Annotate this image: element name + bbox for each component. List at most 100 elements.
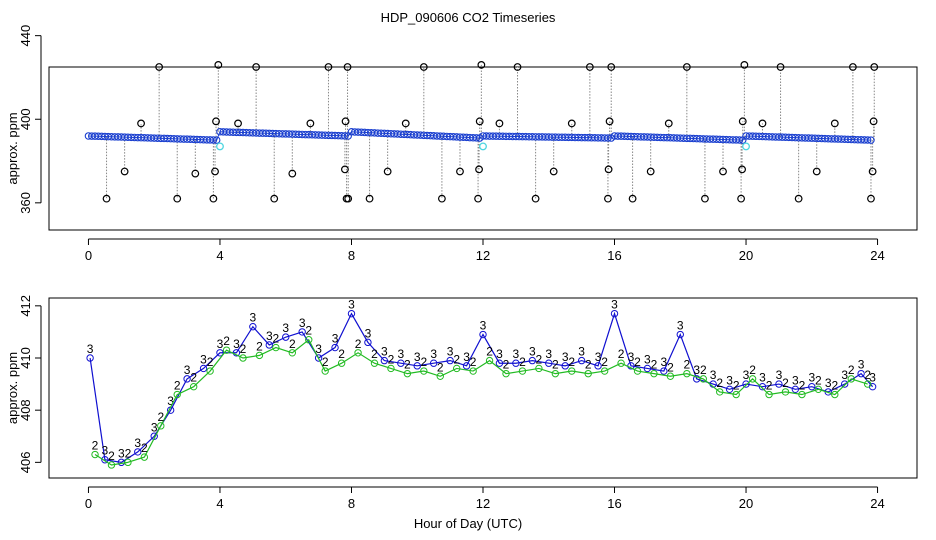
outlier-point bbox=[214, 61, 223, 69]
series-line-3 bbox=[89, 311, 874, 463]
point-label: 2 bbox=[815, 373, 822, 387]
point-label: 3 bbox=[102, 444, 109, 458]
data-point bbox=[91, 450, 99, 459]
point-label: 3 bbox=[315, 342, 322, 356]
y-tick-label: 410 bbox=[18, 347, 33, 369]
point-label: 3 bbox=[299, 316, 306, 330]
data-point bbox=[545, 359, 553, 367]
point-label: 2 bbox=[519, 355, 526, 369]
point-label: 2 bbox=[831, 379, 838, 393]
plot-frame bbox=[48, 66, 918, 231]
data-point bbox=[683, 369, 691, 378]
point-label: 2 bbox=[174, 379, 181, 393]
top-panel: 0 4 8 12 16 20 24 360 400 440 approx. ppm bbox=[5, 25, 918, 263]
point-label: 3 bbox=[644, 352, 651, 366]
y-tick-label: 406 bbox=[18, 451, 33, 473]
x-tick-label: 0 bbox=[85, 248, 92, 263]
point-label: 3 bbox=[167, 394, 174, 408]
data-point bbox=[239, 354, 247, 362]
data-point bbox=[305, 336, 313, 344]
outlier-point bbox=[212, 117, 220, 126]
point-label: 2 bbox=[601, 355, 608, 369]
data-point bbox=[863, 136, 872, 144]
data-point bbox=[518, 367, 527, 375]
data-point bbox=[387, 364, 395, 373]
outlier-point bbox=[344, 194, 353, 203]
point-label: 2 bbox=[371, 347, 378, 361]
x-tick-label: 20 bbox=[739, 496, 753, 511]
point-label: 3 bbox=[759, 371, 766, 385]
outlier-point bbox=[870, 63, 879, 71]
outlier-point bbox=[794, 194, 803, 203]
data-point bbox=[867, 136, 875, 144]
outlier-point bbox=[191, 169, 200, 178]
outlier-point bbox=[830, 119, 839, 128]
data-point bbox=[101, 456, 109, 464]
data-point bbox=[272, 343, 280, 352]
point-label: 3 bbox=[480, 319, 487, 333]
outlier-point bbox=[607, 63, 616, 71]
point-label: 2 bbox=[864, 368, 871, 382]
point-label: 3 bbox=[869, 371, 876, 385]
data-point bbox=[288, 349, 297, 357]
point-label: 2 bbox=[503, 358, 510, 372]
data-point bbox=[716, 388, 724, 396]
outlier-point bbox=[475, 165, 483, 174]
point-label: 2 bbox=[437, 360, 444, 374]
data-point bbox=[775, 380, 783, 388]
point-label: 2 bbox=[585, 358, 592, 372]
outlier-point bbox=[102, 194, 111, 203]
data-point bbox=[364, 338, 372, 347]
data-point bbox=[758, 382, 767, 391]
data-point bbox=[568, 367, 576, 375]
point-label: 3 bbox=[545, 347, 552, 361]
data-point bbox=[216, 349, 224, 357]
data-point bbox=[650, 369, 658, 378]
outlier-point bbox=[867, 194, 875, 203]
point-label: 2 bbox=[568, 355, 575, 369]
outlier-point bbox=[477, 61, 486, 69]
outlier-point bbox=[682, 63, 691, 71]
data-point bbox=[798, 390, 806, 399]
outlier-point bbox=[604, 165, 613, 174]
data-point bbox=[462, 362, 471, 370]
point-label: 2 bbox=[125, 446, 132, 460]
outlier-point bbox=[234, 119, 242, 128]
data-point bbox=[512, 359, 520, 367]
data-point bbox=[479, 330, 487, 339]
point-label: 3 bbox=[430, 347, 437, 361]
series-line-2 bbox=[94, 338, 868, 466]
data-point bbox=[485, 356, 494, 365]
point-label: 2 bbox=[733, 379, 740, 393]
point-label: 3 bbox=[529, 345, 536, 359]
outlier-point bbox=[343, 63, 352, 71]
data-point bbox=[840, 380, 849, 388]
data-point bbox=[413, 362, 421, 370]
outlier-point bbox=[604, 194, 612, 203]
point-label: 2 bbox=[486, 345, 493, 359]
x-tick-label: 4 bbox=[216, 496, 223, 511]
chart-title: HDP_090606 CO2 Timeseries bbox=[381, 10, 556, 25]
point-label: 2 bbox=[108, 449, 115, 463]
data-point bbox=[452, 364, 461, 373]
point-label: 2 bbox=[470, 355, 477, 369]
data-point bbox=[403, 369, 412, 378]
data-point bbox=[551, 369, 560, 378]
outlier-point bbox=[475, 117, 484, 126]
data-point bbox=[265, 341, 273, 349]
data-point bbox=[676, 330, 684, 339]
data-point bbox=[847, 375, 855, 383]
data-point bbox=[189, 382, 198, 391]
data-point bbox=[436, 372, 444, 380]
outlier-point bbox=[513, 63, 522, 71]
point-label: 2 bbox=[404, 358, 411, 372]
outlier-point bbox=[324, 63, 333, 71]
point-label: 2 bbox=[388, 352, 395, 366]
point-label: 3 bbox=[332, 332, 339, 346]
x-tick-label: 16 bbox=[607, 496, 621, 511]
point-label: 2 bbox=[256, 339, 263, 353]
data-point bbox=[791, 385, 800, 394]
outlier-point bbox=[211, 167, 219, 176]
data-point bbox=[107, 461, 116, 469]
